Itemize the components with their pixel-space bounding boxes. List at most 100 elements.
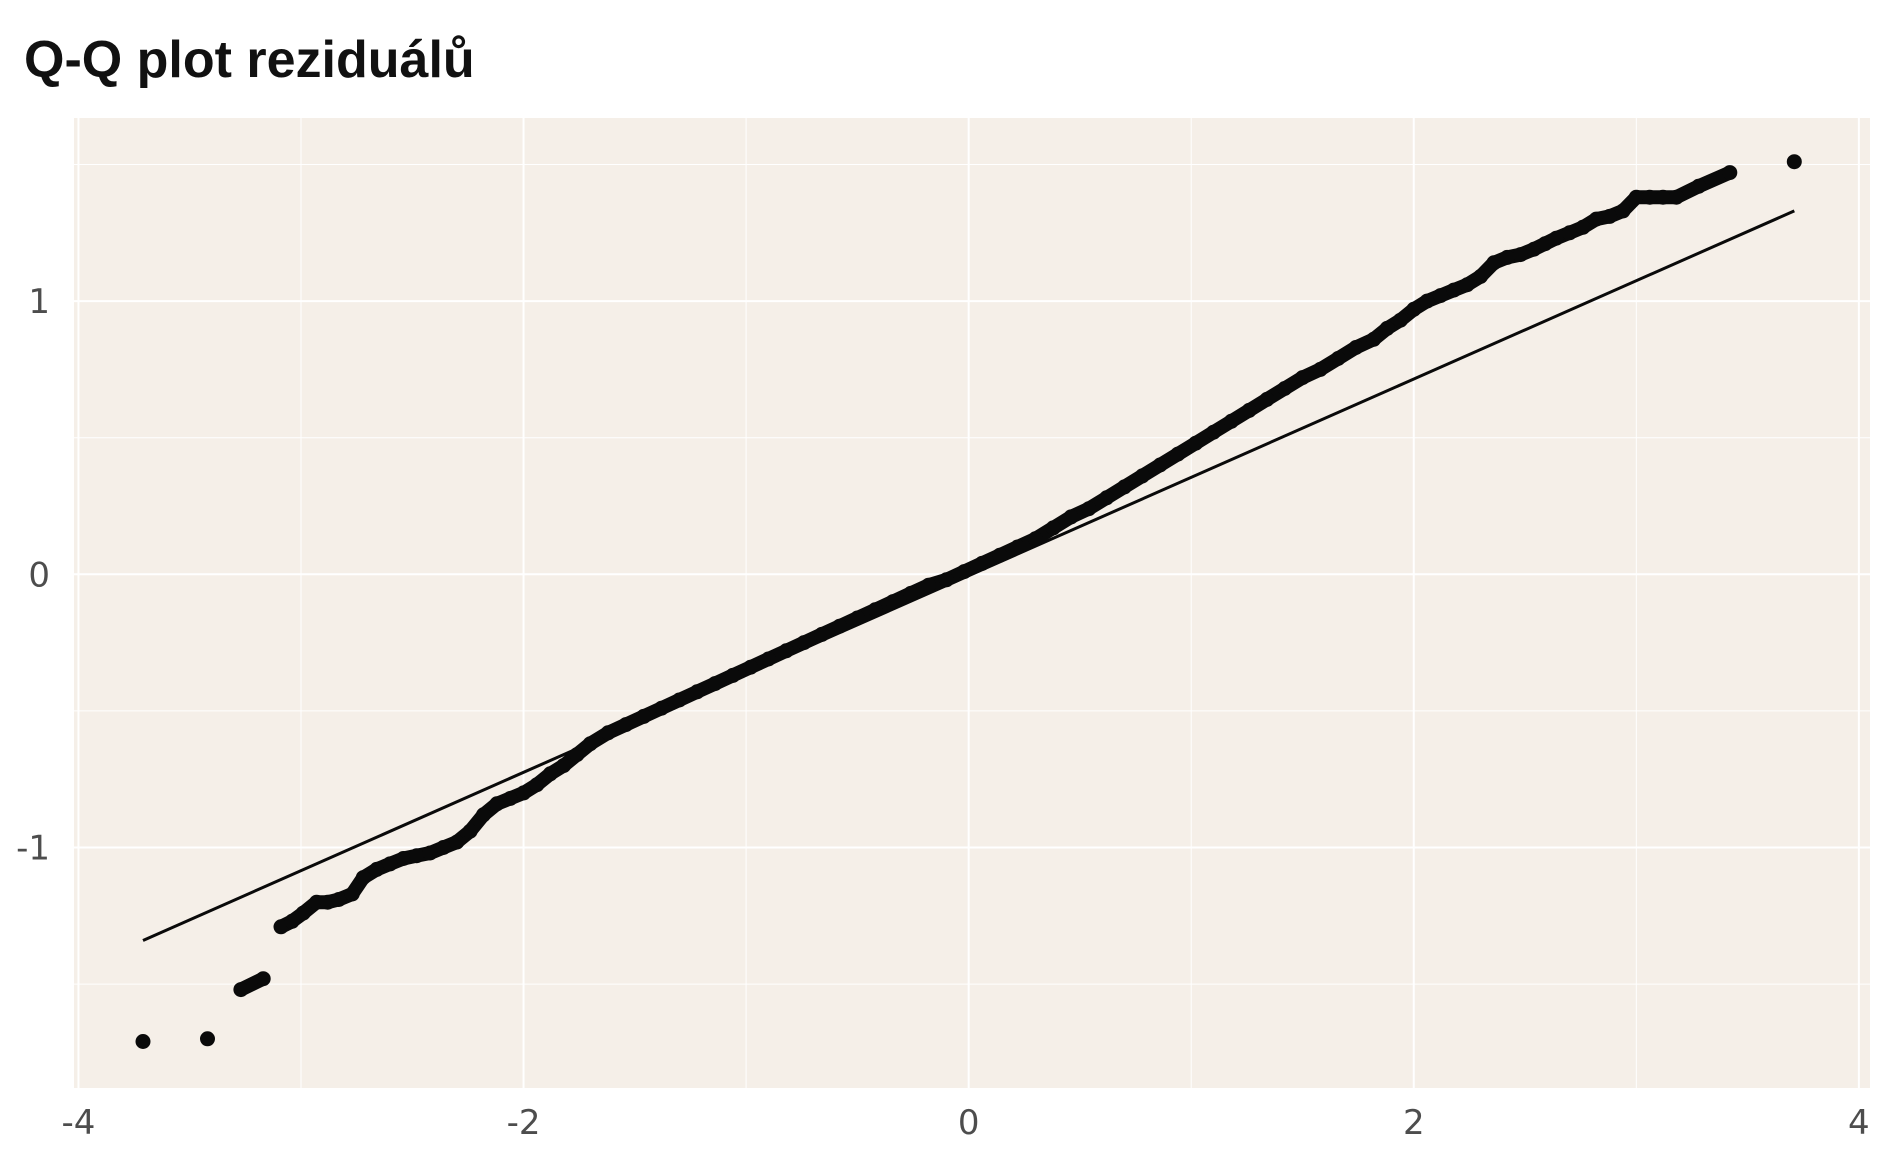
qq-point bbox=[1786, 154, 1802, 170]
qq-point bbox=[284, 913, 300, 929]
qq-point bbox=[556, 758, 572, 774]
y-tick-label: 1 bbox=[28, 282, 50, 322]
qq-point bbox=[1499, 249, 1515, 265]
qq-point bbox=[1602, 208, 1618, 224]
qq-point bbox=[1642, 189, 1658, 205]
qq-point bbox=[1027, 531, 1043, 547]
qq-point bbox=[1241, 402, 1257, 418]
qq-point bbox=[1116, 479, 1132, 495]
axis-tick-labels: -4 -2 0 2 4 -1 0 1 bbox=[16, 282, 1870, 1143]
qq-point bbox=[1537, 236, 1553, 252]
qq-point bbox=[1277, 381, 1293, 396]
qq-point bbox=[502, 790, 518, 806]
qq-point bbox=[369, 861, 385, 877]
qq-point bbox=[1366, 331, 1382, 347]
qq-point bbox=[1392, 312, 1408, 328]
qq-point bbox=[1691, 178, 1707, 194]
qq-point bbox=[489, 796, 505, 812]
qq-point bbox=[422, 845, 438, 861]
qq-point bbox=[1099, 490, 1115, 506]
qq-point bbox=[618, 717, 634, 733]
qq-point bbox=[1459, 277, 1475, 293]
qq-point bbox=[516, 785, 532, 801]
qq-point bbox=[600, 725, 616, 741]
qq-point bbox=[1722, 165, 1738, 181]
qq-point bbox=[796, 635, 812, 651]
qq-point bbox=[1259, 391, 1275, 407]
qq-point bbox=[1330, 351, 1346, 366]
qq-point bbox=[1562, 225, 1578, 241]
qq-point bbox=[1655, 189, 1671, 205]
qq-point bbox=[671, 692, 687, 708]
qq-point bbox=[636, 708, 652, 724]
qq-point bbox=[725, 667, 741, 683]
qq-point bbox=[1473, 269, 1488, 284]
qq-point bbox=[395, 851, 411, 866]
qq-point bbox=[849, 610, 865, 626]
qq-point bbox=[1170, 446, 1186, 462]
qq-point bbox=[1406, 301, 1422, 317]
qq-point bbox=[1548, 230, 1564, 246]
qq-point bbox=[1348, 340, 1364, 355]
qq-point bbox=[1152, 457, 1168, 473]
qq-point bbox=[1134, 468, 1150, 484]
qq-point bbox=[1668, 189, 1684, 205]
points-layer bbox=[135, 154, 1802, 1049]
qq-point bbox=[135, 1034, 151, 1049]
qq-point bbox=[1295, 370, 1310, 386]
qq-point bbox=[529, 777, 545, 793]
qq-point bbox=[760, 651, 776, 667]
qq-point bbox=[1433, 288, 1448, 304]
qq-point bbox=[707, 676, 723, 692]
qq-point bbox=[885, 594, 901, 610]
qq-point bbox=[992, 547, 1008, 563]
qq-point bbox=[867, 602, 883, 618]
qq-point bbox=[1045, 520, 1061, 536]
y-tick-label: 0 bbox=[28, 555, 50, 595]
qq-point bbox=[832, 618, 848, 634]
qq-point bbox=[1188, 435, 1204, 451]
qq-point bbox=[1446, 282, 1462, 298]
qq-point bbox=[921, 577, 937, 593]
qq-point bbox=[295, 905, 311, 921]
qq-point bbox=[449, 834, 465, 850]
qq-point bbox=[654, 700, 669, 716]
qq-point bbox=[200, 1031, 215, 1047]
chart-title: Q-Q plot reziduálů bbox=[24, 31, 475, 89]
qq-point bbox=[689, 684, 705, 700]
qq-point bbox=[476, 807, 491, 823]
plot-panel bbox=[74, 118, 1870, 1088]
qq-point bbox=[814, 626, 830, 642]
qq-point bbox=[382, 856, 398, 872]
qq-point bbox=[1513, 247, 1529, 263]
qq-point bbox=[233, 982, 249, 998]
qq-point bbox=[435, 840, 451, 855]
qq-point bbox=[1063, 509, 1079, 525]
qq-point bbox=[409, 848, 425, 864]
x-tick-label: 0 bbox=[958, 1103, 980, 1143]
qq-point bbox=[1628, 189, 1644, 205]
qq-point bbox=[903, 585, 919, 601]
qq-point bbox=[255, 971, 271, 987]
x-tick-label: -2 bbox=[507, 1103, 541, 1143]
qq-point bbox=[344, 886, 360, 902]
qq-point bbox=[956, 564, 972, 580]
qq-point bbox=[309, 894, 325, 910]
y-tick-label: -1 bbox=[16, 829, 50, 869]
qq-point bbox=[1526, 241, 1542, 257]
qq-point bbox=[1223, 413, 1239, 429]
qq-point bbox=[938, 572, 954, 588]
qq-point bbox=[778, 643, 794, 659]
qq-point bbox=[743, 659, 759, 675]
qq-point bbox=[1615, 203, 1631, 219]
qq-point bbox=[331, 892, 347, 907]
qq-point bbox=[1588, 211, 1604, 227]
qq-point bbox=[1312, 361, 1328, 377]
qq-point bbox=[1010, 539, 1026, 555]
qq-point bbox=[1419, 293, 1435, 309]
qq-point bbox=[273, 919, 289, 935]
qq-point bbox=[1379, 320, 1395, 336]
qq-point bbox=[355, 870, 371, 886]
qq-point bbox=[974, 555, 990, 571]
